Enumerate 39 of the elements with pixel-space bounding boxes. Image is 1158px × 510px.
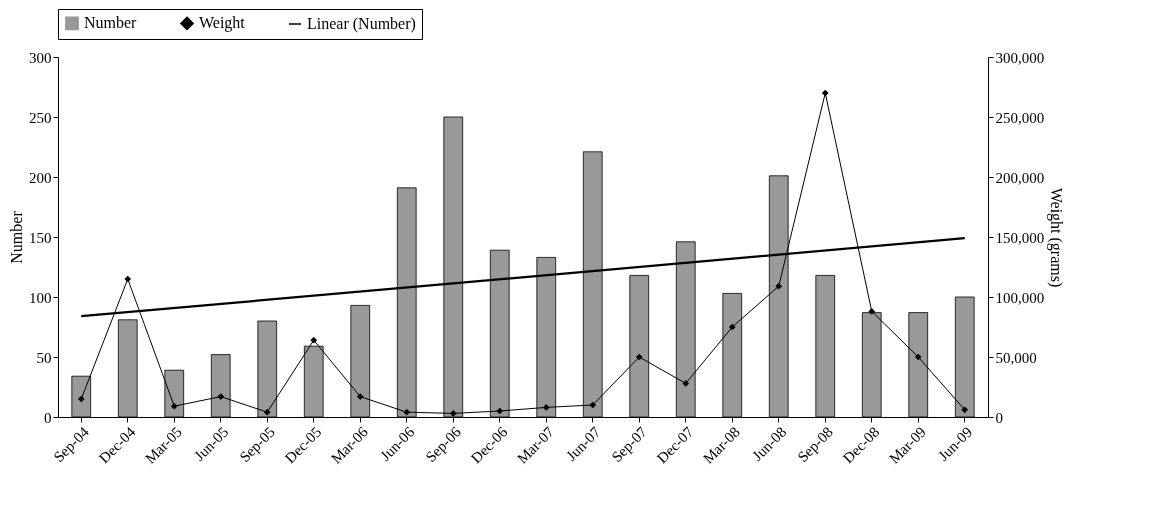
legend-label: Number xyxy=(84,14,138,32)
point xyxy=(449,410,457,417)
y-axis-title: Number xyxy=(8,210,25,264)
point xyxy=(310,336,318,344)
point xyxy=(263,408,271,416)
y2-tick-label: 300,000 xyxy=(995,49,1045,66)
y-tick-label: 300 xyxy=(29,49,52,66)
y2-tick-label: 200,000 xyxy=(995,169,1045,186)
point xyxy=(217,393,225,400)
point xyxy=(914,353,922,361)
point xyxy=(542,404,550,411)
y2-tick-label: 50,000 xyxy=(995,349,1037,366)
y2-axis-title: Weight (grams) xyxy=(1047,187,1066,288)
legend-label: Linear (Number) xyxy=(307,15,416,33)
y-tick-label: 0 xyxy=(44,409,52,426)
y-tick-label: 250 xyxy=(29,109,52,126)
point xyxy=(728,323,736,331)
y-tick-label: 50 xyxy=(36,349,52,366)
point xyxy=(682,380,690,387)
y-tick-label: 100 xyxy=(29,289,52,306)
point xyxy=(868,308,876,315)
point xyxy=(403,408,411,416)
point xyxy=(821,89,829,97)
point xyxy=(496,407,504,415)
point xyxy=(124,275,132,283)
point xyxy=(961,406,969,414)
y2-tick-label: 100,000 xyxy=(995,289,1045,306)
y2-tick-label: 150,000 xyxy=(995,229,1045,246)
point xyxy=(77,395,85,403)
y2-tick-label: 0 xyxy=(995,409,1003,426)
y2-tick-label: 250,000 xyxy=(995,109,1045,126)
point xyxy=(356,393,364,400)
y-tick-label: 150 xyxy=(29,229,52,246)
point xyxy=(170,402,178,410)
point xyxy=(775,282,783,290)
point xyxy=(589,401,597,409)
y-tick-label: 200 xyxy=(29,169,52,186)
legend-label: Weight xyxy=(199,14,246,33)
point xyxy=(635,353,643,361)
